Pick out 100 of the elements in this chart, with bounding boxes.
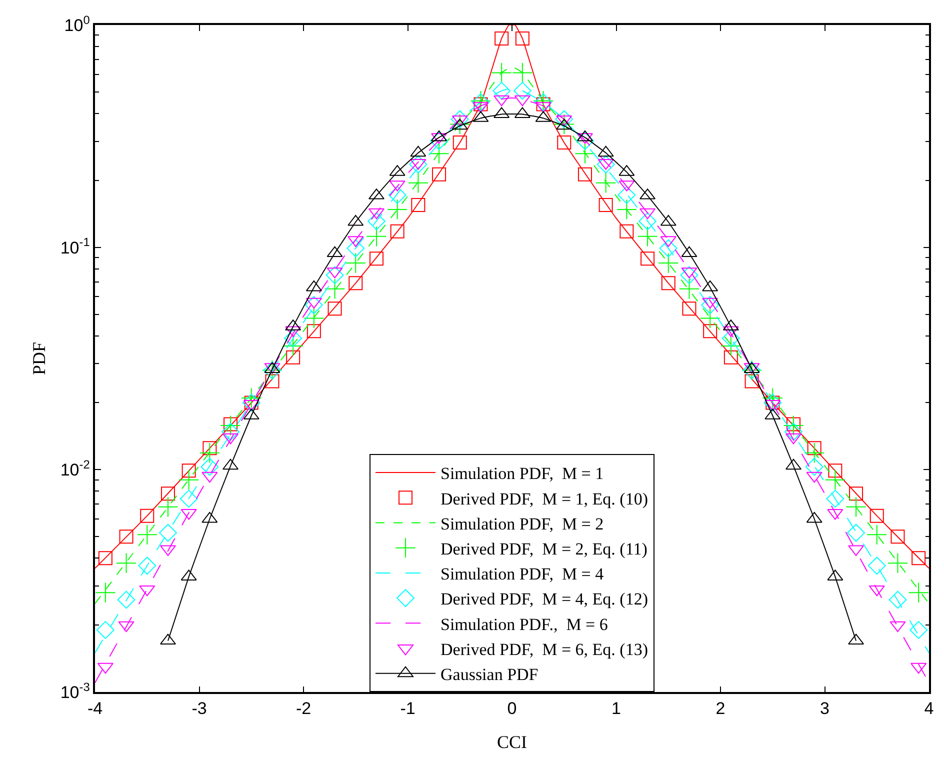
y-tick-label: 10$^{-2}$ bbox=[60, 457, 90, 480]
point bbox=[119, 530, 134, 544]
point bbox=[345, 252, 366, 274]
point bbox=[368, 212, 386, 230]
point bbox=[804, 442, 825, 464]
point bbox=[805, 458, 824, 476]
point bbox=[908, 582, 929, 603]
point bbox=[640, 252, 655, 266]
x-tick-label: 3 bbox=[820, 699, 830, 718]
point bbox=[222, 422, 240, 441]
point bbox=[95, 582, 116, 603]
point bbox=[387, 199, 408, 220]
point bbox=[868, 556, 886, 575]
point bbox=[701, 296, 720, 314]
point bbox=[178, 470, 200, 490]
point bbox=[682, 302, 696, 316]
point bbox=[910, 621, 928, 639]
point bbox=[136, 524, 158, 545]
legend-label: Derived PDF, M = 4, Eq. (12) bbox=[440, 590, 648, 609]
point bbox=[578, 167, 592, 182]
point bbox=[182, 464, 196, 478]
point bbox=[241, 388, 262, 408]
point bbox=[598, 198, 613, 212]
point bbox=[117, 590, 136, 609]
point bbox=[366, 226, 387, 247]
point bbox=[515, 31, 530, 46]
point bbox=[304, 308, 324, 328]
point bbox=[786, 417, 800, 432]
point bbox=[116, 552, 137, 574]
point bbox=[200, 458, 219, 476]
legend-label: Simulation PDF, M = 4 bbox=[440, 564, 604, 584]
point bbox=[369, 252, 384, 266]
point bbox=[158, 496, 178, 518]
point bbox=[430, 132, 448, 150]
point bbox=[596, 172, 616, 194]
point bbox=[724, 350, 738, 364]
point bbox=[411, 198, 426, 212]
point bbox=[306, 324, 321, 338]
point bbox=[286, 350, 300, 364]
point bbox=[784, 422, 802, 441]
point bbox=[138, 556, 156, 575]
point bbox=[492, 82, 511, 100]
point bbox=[409, 155, 428, 174]
point bbox=[390, 224, 404, 238]
point bbox=[452, 136, 467, 150]
point bbox=[618, 186, 636, 204]
point bbox=[866, 524, 888, 545]
point bbox=[678, 278, 700, 300]
point bbox=[659, 239, 678, 258]
x-tick-label: 4 bbox=[924, 699, 934, 718]
point bbox=[744, 374, 759, 388]
point bbox=[220, 415, 241, 436]
x-tick-label: -2 bbox=[296, 699, 312, 718]
point bbox=[826, 490, 844, 508]
point bbox=[346, 239, 365, 258]
point bbox=[432, 167, 446, 182]
x-tick-label: 2 bbox=[716, 699, 726, 718]
point bbox=[658, 252, 679, 274]
point bbox=[555, 110, 574, 128]
point bbox=[140, 508, 154, 523]
point bbox=[513, 82, 532, 100]
y-axis-title: PDF bbox=[29, 342, 50, 376]
point bbox=[494, 31, 509, 46]
point bbox=[888, 590, 907, 609]
point bbox=[783, 415, 804, 436]
point bbox=[180, 490, 198, 508]
point bbox=[703, 324, 718, 338]
point bbox=[199, 442, 220, 464]
x-tick-label: 1 bbox=[612, 699, 621, 718]
point bbox=[98, 551, 112, 566]
legend-label: Gaussian PDF bbox=[440, 664, 538, 684]
point bbox=[388, 186, 406, 204]
point bbox=[680, 266, 698, 284]
point bbox=[304, 296, 323, 314]
point bbox=[890, 530, 905, 544]
point bbox=[450, 110, 469, 128]
point bbox=[202, 441, 217, 456]
legend-label: Derived PDF, M = 1, Eq. (10) bbox=[440, 489, 648, 508]
point bbox=[824, 470, 846, 490]
point bbox=[596, 155, 615, 174]
point bbox=[620, 224, 634, 238]
point bbox=[265, 374, 280, 388]
point bbox=[282, 336, 304, 356]
point bbox=[557, 136, 572, 150]
point bbox=[846, 496, 866, 518]
point bbox=[870, 508, 884, 523]
point bbox=[661, 276, 676, 290]
point bbox=[700, 308, 720, 328]
point bbox=[849, 486, 864, 501]
legend-label: Simulation PDF, M = 1 bbox=[440, 464, 604, 484]
legend-label: Derived PDF, M = 6, Eq. (13) bbox=[440, 640, 648, 659]
point bbox=[450, 114, 470, 134]
point bbox=[912, 551, 926, 566]
point bbox=[807, 441, 822, 456]
legend-label: Derived PDF, M = 2, Eq. (11) bbox=[440, 539, 648, 558]
point bbox=[847, 524, 865, 542]
point bbox=[324, 278, 346, 300]
x-tick-label: -3 bbox=[192, 699, 207, 718]
point bbox=[720, 336, 742, 356]
y-tick-label: 10$^{-3}$ bbox=[60, 680, 90, 702]
